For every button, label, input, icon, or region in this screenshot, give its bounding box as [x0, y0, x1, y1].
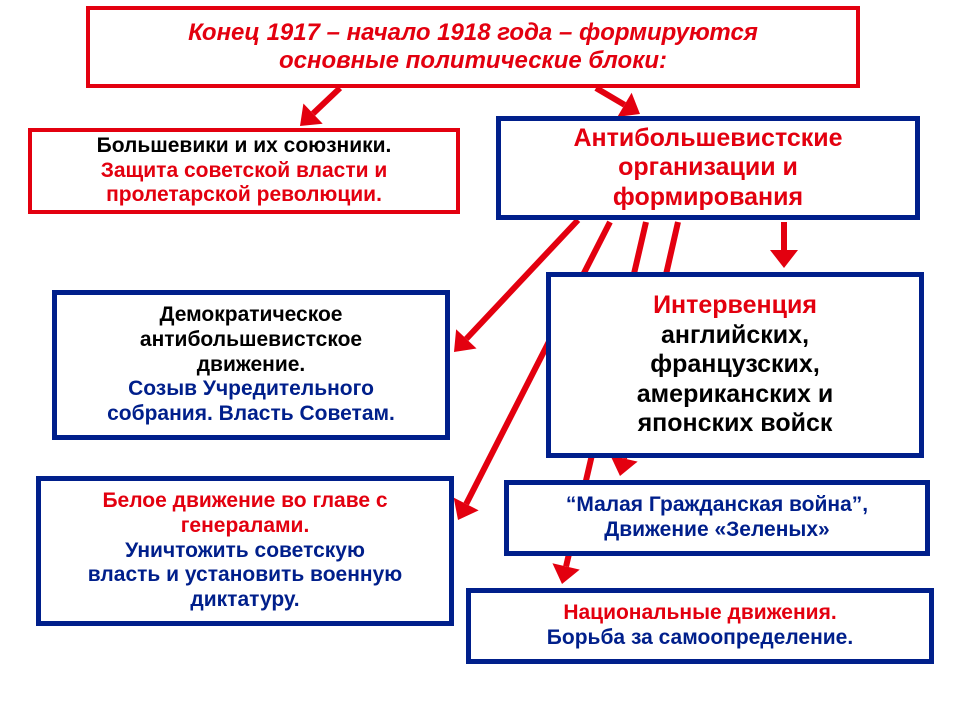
bolsheviks-line: пролетарской революции.	[106, 183, 382, 208]
anti-bolshevik-box: Антибольшевистскиеорганизации иформирова…	[496, 116, 920, 220]
bolsheviks-box: Большевики и их союзники.Защита советско…	[28, 128, 460, 214]
arrow-shaft	[313, 88, 340, 114]
democratic-line: Демократическое	[160, 303, 343, 328]
intervention-line: американских и	[637, 380, 833, 410]
arrow-head-icon	[552, 563, 579, 584]
democratic-line: движение.	[197, 353, 306, 378]
bolsheviks-line: Большевики и их союзники.	[97, 134, 392, 159]
white-line: власть и установить военную	[88, 563, 402, 588]
intervention-line: Интервенция	[653, 291, 817, 321]
arrow-head-icon	[454, 329, 477, 352]
national-movement-box: Национальные движения.Борьба за самоопре…	[466, 588, 934, 664]
green-movement-box: “Малая Гражданская война”,Движение «Зеле…	[504, 480, 930, 556]
intervention-line: английских,	[661, 321, 809, 351]
arrow-head-icon	[454, 498, 479, 520]
intervention-line: французских,	[650, 350, 820, 380]
national-line: Национальные движения.	[563, 601, 836, 626]
democratic-box: Демократическоеантибольшевистскоедвижени…	[52, 290, 450, 440]
anti-line: Антибольшевистские	[573, 124, 842, 154]
white-line: генералами.	[181, 514, 310, 539]
arrow-head-icon	[300, 103, 323, 126]
white-line: Уничтожить советскую	[125, 539, 365, 564]
democratic-line: Созыв Учредительного	[128, 377, 374, 402]
intervention-box: Интервенцияанглийских,французских,америк…	[546, 272, 924, 458]
green-line: Движение «Зеленых»	[604, 518, 829, 543]
anti-line: организации и	[618, 153, 798, 183]
arrow-head-icon	[770, 250, 798, 268]
diagram-stage: Конец 1917 – начало 1918 года – формирую…	[0, 0, 960, 720]
national-line: Борьба за самоопределение.	[547, 626, 853, 651]
arrow-shaft	[596, 88, 625, 105]
intervention-line: японских войск	[638, 409, 833, 439]
bolsheviks-line: Защита советской власти и	[101, 159, 388, 184]
arrow-head-icon	[617, 93, 640, 117]
title-line: Конец 1917 – начало 1918 года – формирую…	[188, 19, 758, 47]
democratic-line: антибольшевистское	[140, 328, 362, 353]
title-box: Конец 1917 – начало 1918 года – формирую…	[86, 6, 860, 88]
white-line: диктатуру.	[190, 588, 299, 613]
title-line: основные политические блоки:	[279, 47, 667, 75]
democratic-line: собрания. Власть Советам.	[107, 402, 395, 427]
green-line: “Малая Гражданская война”,	[566, 493, 868, 518]
white-movement-box: Белое движение во главе сгенералами.Унич…	[36, 476, 454, 626]
white-line: Белое движение во главе с	[102, 489, 387, 514]
anti-line: формирования	[613, 183, 803, 213]
arrow-head-icon	[610, 455, 637, 476]
